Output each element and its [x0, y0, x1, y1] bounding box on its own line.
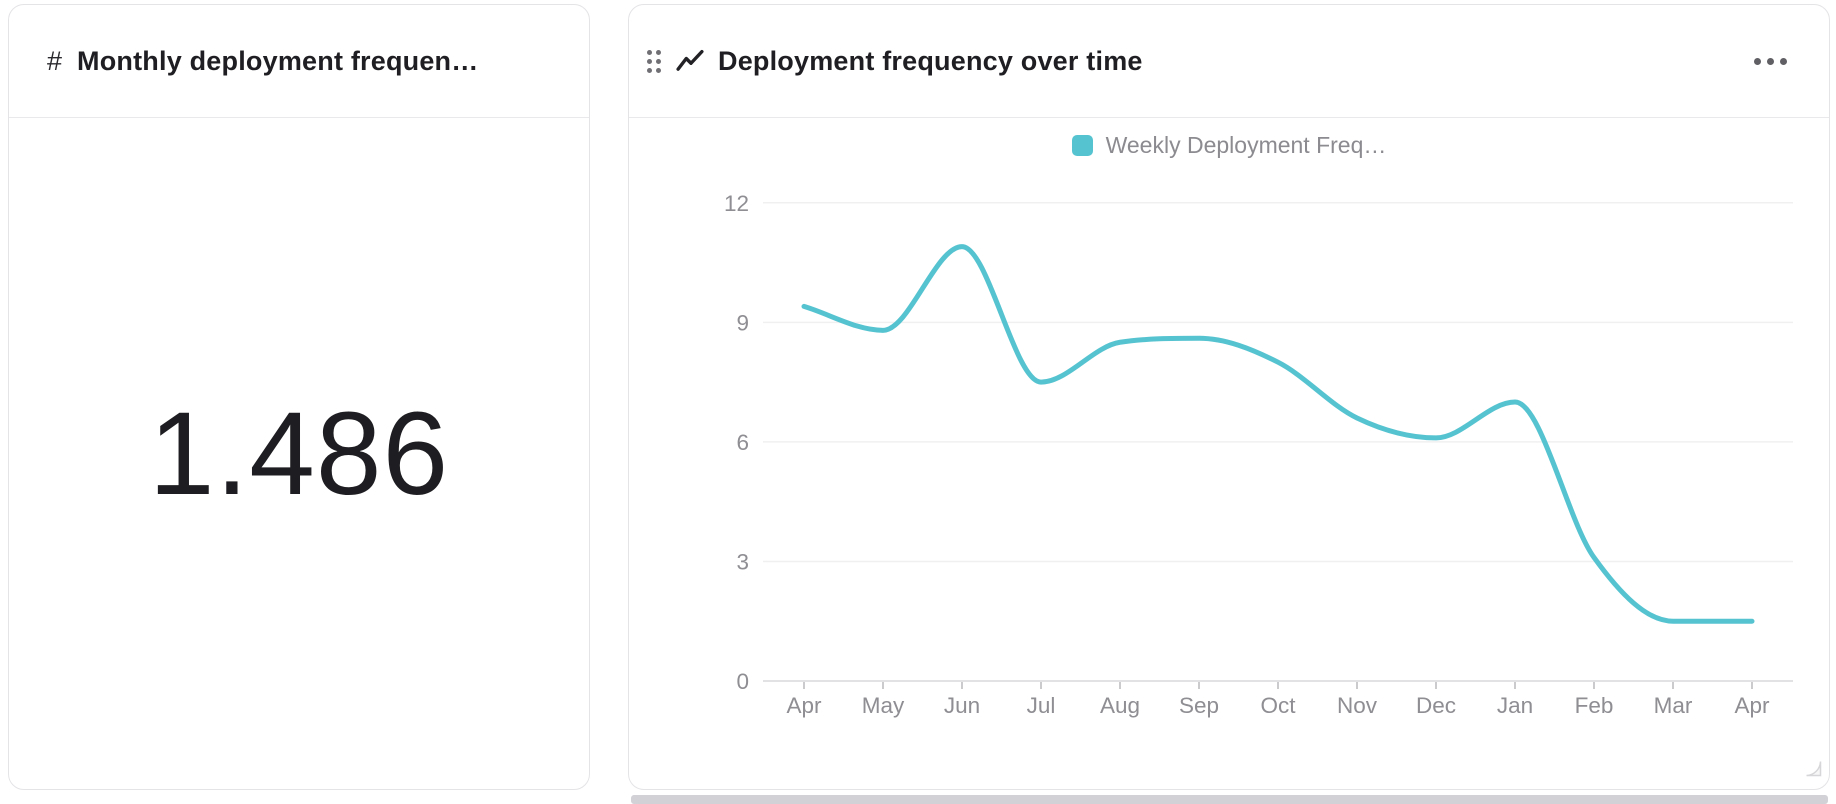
svg-text:May: May — [862, 693, 905, 718]
svg-text:Sep: Sep — [1179, 693, 1219, 718]
resize-handle-icon[interactable] — [1803, 758, 1823, 783]
line-chart-card-header: Deployment frequency over time — [629, 5, 1829, 118]
line-chart-card: Deployment frequency over time Weekly De… — [628, 4, 1830, 790]
chart-legend[interactable]: Weekly Deployment Freq… — [629, 132, 1829, 158]
svg-text:Jul: Jul — [1027, 693, 1056, 718]
svg-text:0: 0 — [736, 669, 749, 694]
legend-swatch — [1071, 134, 1093, 156]
scalar-card-title: Monthly deployment frequen… — [77, 45, 479, 76]
next-card-edge — [631, 795, 1828, 804]
svg-text:Oct: Oct — [1260, 693, 1296, 718]
svg-text:Jun: Jun — [944, 693, 980, 718]
svg-text:Mar: Mar — [1654, 693, 1693, 718]
svg-text:6: 6 — [736, 430, 749, 455]
svg-text:Jan: Jan — [1497, 693, 1533, 718]
ellipsis-menu-icon[interactable] — [1752, 50, 1789, 73]
scalar-card: # Monthly deployment frequen… 1.486 — [8, 4, 590, 790]
svg-text:Feb: Feb — [1575, 693, 1614, 718]
drag-handle-icon[interactable] — [647, 49, 661, 73]
svg-text:Aug: Aug — [1100, 693, 1140, 718]
number-type-icon: # — [47, 45, 63, 76]
line-chart-card-title: Deployment frequency over time — [718, 45, 1143, 76]
legend-series-label: Weekly Deployment Freq… — [1105, 131, 1387, 158]
chart-area: Weekly Deployment Freq… 0 3 6 9 12 Apr May Jun J… — [629, 118, 1829, 789]
scalar-card-body: 1.486 — [9, 118, 589, 790]
scalar-card-header: # Monthly deployment frequen… — [9, 5, 589, 118]
svg-text:Dec: Dec — [1416, 693, 1456, 718]
svg-text:12: 12 — [724, 191, 749, 216]
scalar-value: 1.486 — [148, 388, 450, 520]
svg-text:Nov: Nov — [1337, 693, 1378, 718]
svg-text:9: 9 — [736, 310, 749, 335]
svg-text:Apr: Apr — [1734, 693, 1770, 718]
svg-text:3: 3 — [736, 549, 749, 574]
svg-text:Apr: Apr — [786, 693, 822, 718]
line-chart-type-icon — [675, 46, 705, 76]
chart-canvas[interactable]: 0 3 6 9 12 Apr May Jun Jul Aug Sep Oct Nov Dec Jan Feb M… — [629, 118, 1829, 789]
